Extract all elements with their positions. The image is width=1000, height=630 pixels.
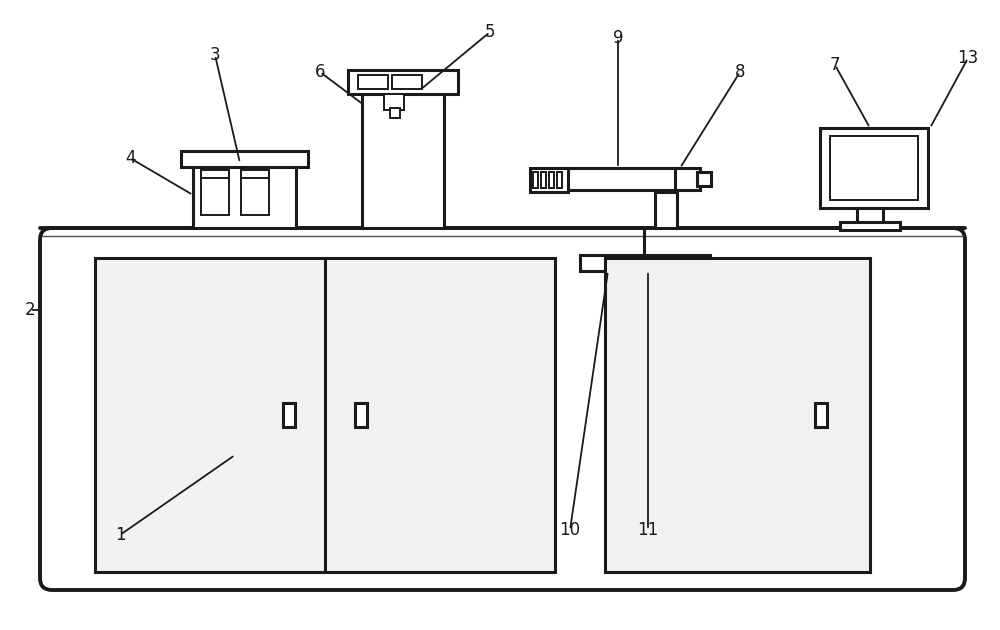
Text: 4: 4 — [125, 149, 135, 167]
Bar — [241, 170, 269, 178]
Bar — [580, 255, 710, 271]
Bar — [675, 168, 700, 190]
Bar — [565, 168, 680, 190]
Bar — [533, 172, 538, 188]
Bar — [605, 258, 870, 572]
Bar — [830, 136, 918, 200]
Text: 3: 3 — [210, 46, 220, 64]
Text: 7: 7 — [830, 56, 840, 74]
Bar — [840, 222, 900, 230]
Bar — [355, 403, 367, 427]
Text: 6: 6 — [315, 63, 325, 81]
Bar — [348, 70, 458, 94]
Bar — [815, 403, 827, 427]
Bar — [530, 168, 568, 192]
Bar — [557, 172, 562, 188]
Text: 8: 8 — [735, 63, 745, 81]
Text: 2: 2 — [25, 301, 35, 319]
Text: 1: 1 — [115, 526, 125, 544]
Bar — [362, 92, 444, 228]
Bar — [384, 94, 404, 110]
Bar — [820, 128, 928, 208]
Bar — [655, 192, 677, 228]
Text: 9: 9 — [613, 29, 623, 47]
Bar — [95, 258, 555, 572]
Bar — [201, 170, 229, 178]
Bar — [201, 175, 229, 215]
Bar — [193, 165, 296, 228]
Bar — [181, 151, 308, 167]
Bar — [857, 208, 883, 224]
Bar — [549, 172, 554, 188]
Text: 10: 10 — [559, 521, 581, 539]
Bar — [390, 108, 400, 118]
Bar — [241, 175, 269, 215]
Bar — [358, 75, 388, 89]
Text: 13: 13 — [957, 49, 979, 67]
Bar — [283, 403, 295, 427]
Text: 11: 11 — [637, 521, 659, 539]
Bar — [697, 172, 711, 186]
Bar — [541, 172, 546, 188]
Text: 5: 5 — [485, 23, 495, 41]
Bar — [392, 75, 422, 89]
FancyBboxPatch shape — [40, 228, 965, 590]
